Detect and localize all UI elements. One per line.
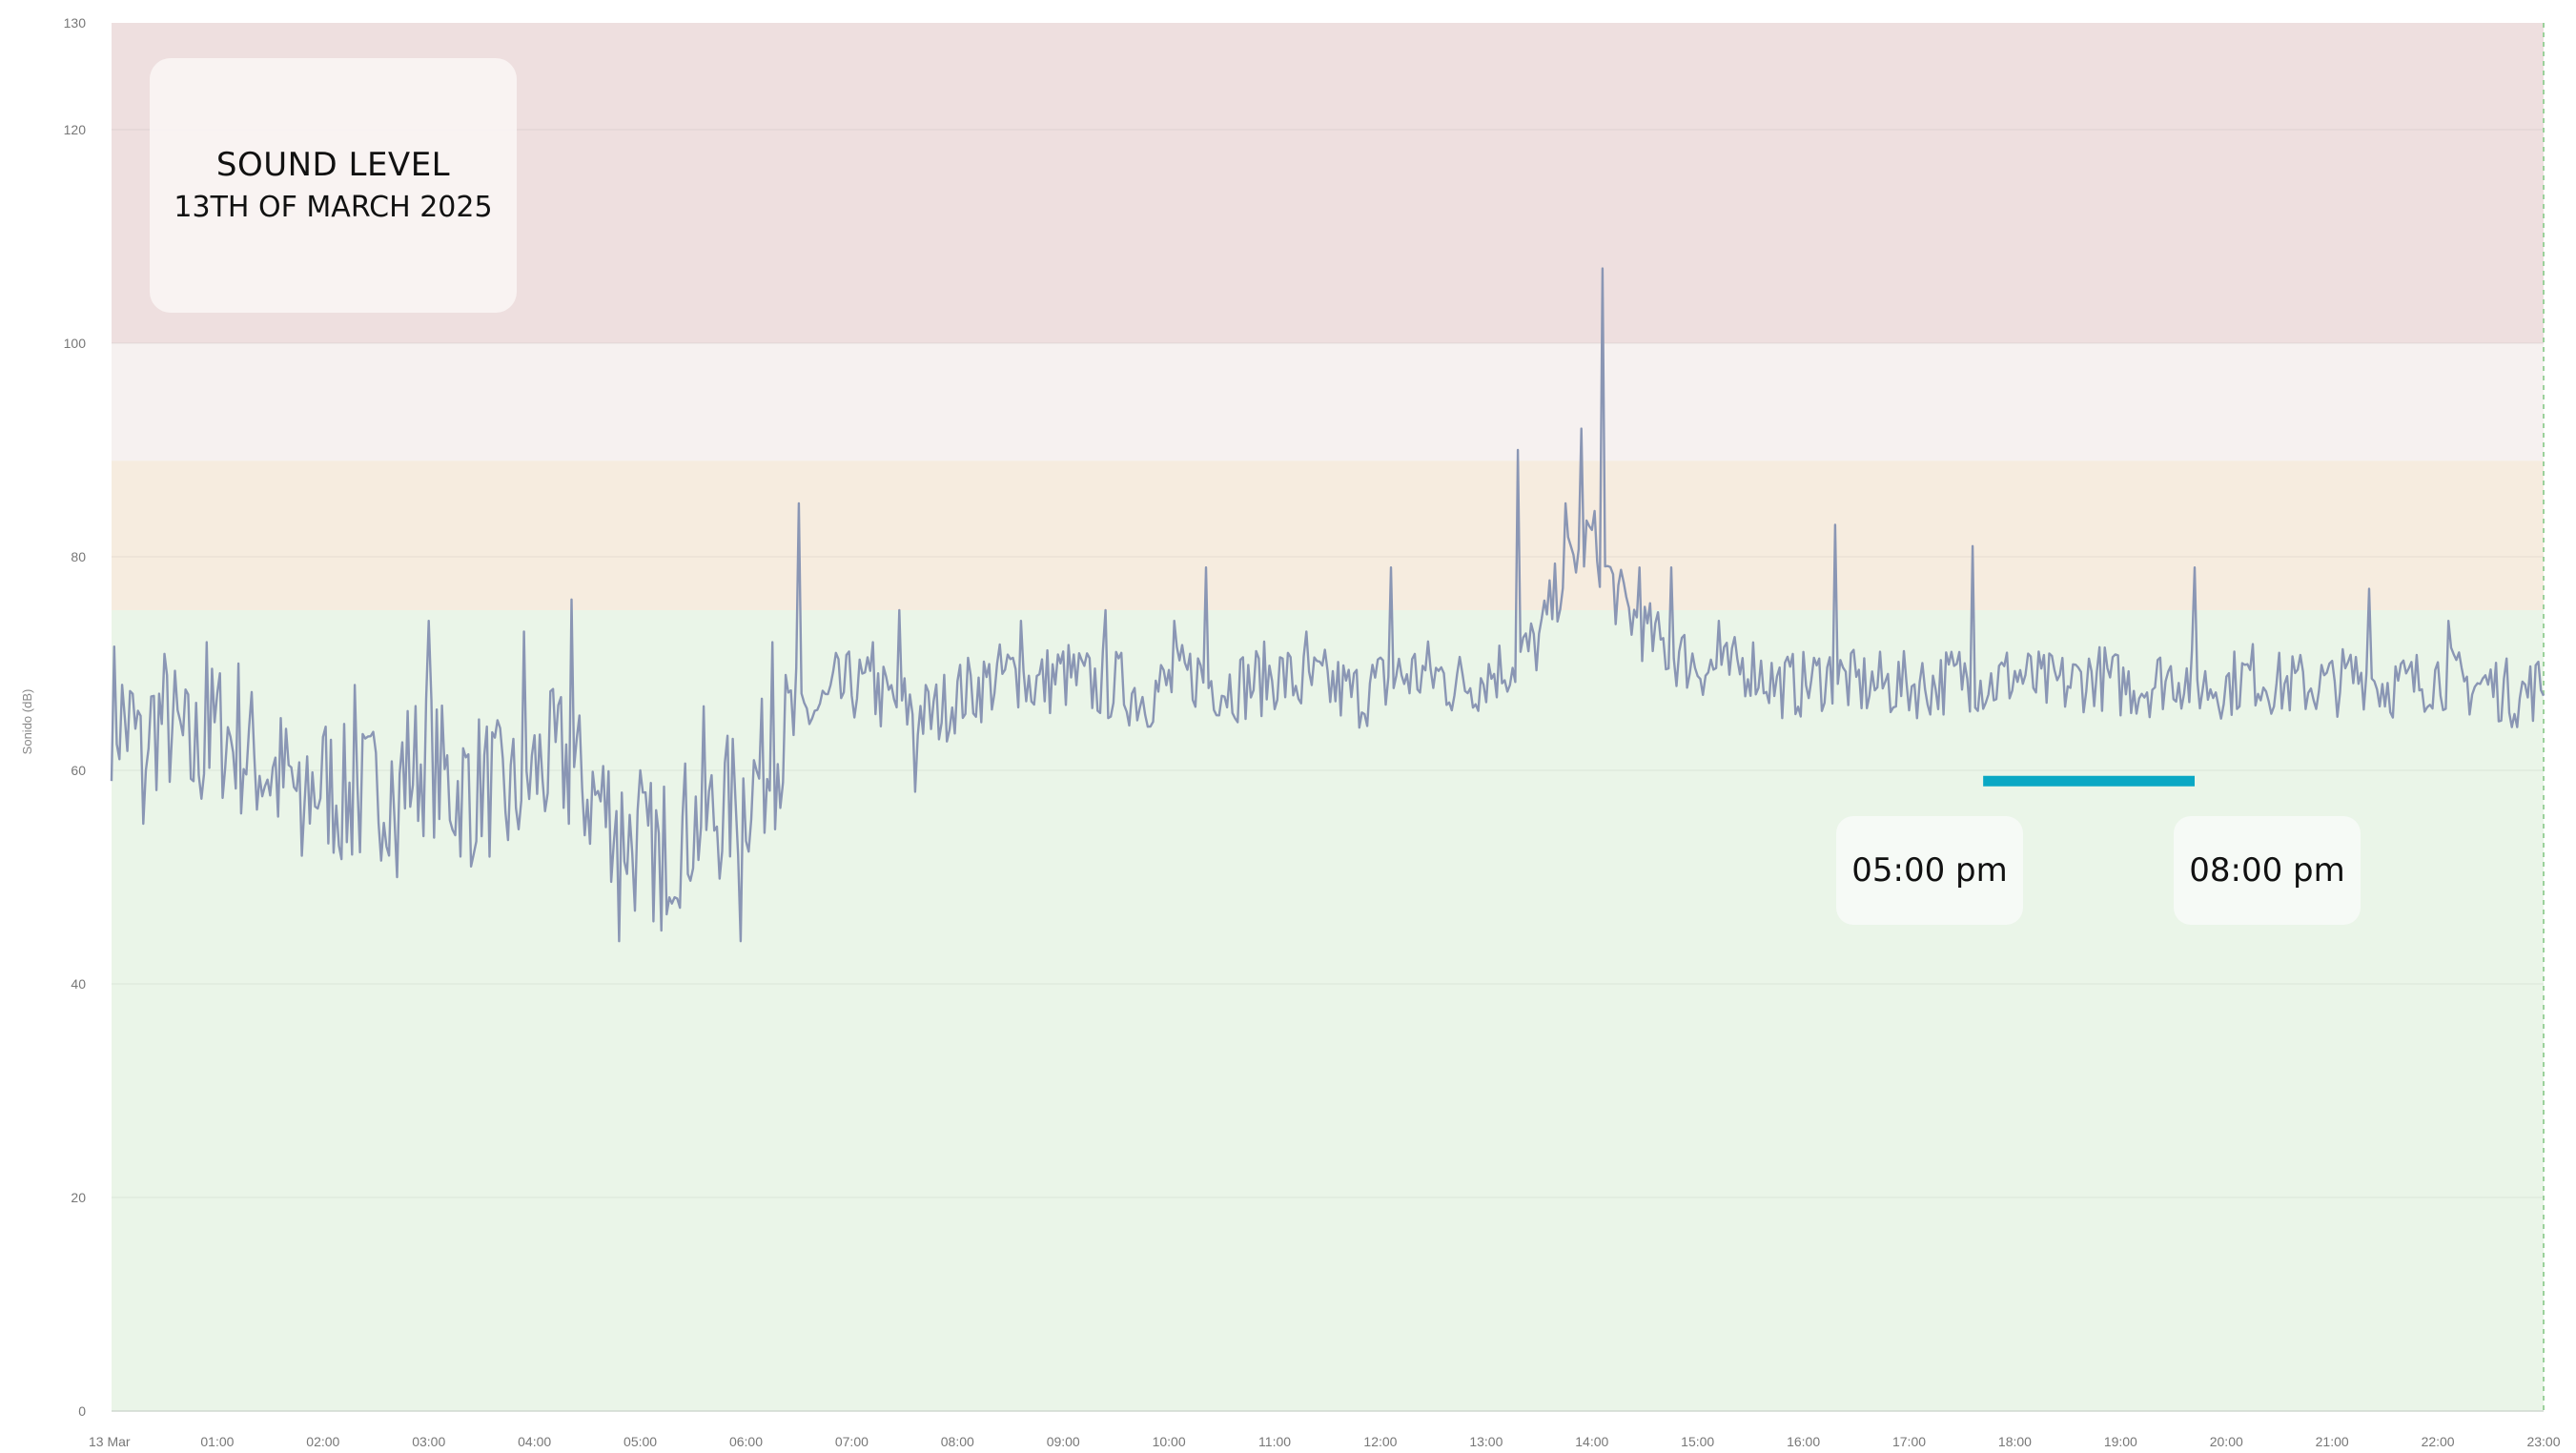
x-axis-ticks: 13 Mar 01:00 02:00 03:00 04:00 05:00 06:00 07:0… — [89, 1434, 2561, 1449]
x-tick-label: 20:00 — [2210, 1434, 2243, 1449]
y-tick-label: 60 — [71, 763, 86, 778]
y-tick-label: 20 — [71, 1190, 86, 1205]
x-tick-label: 08:00 — [941, 1434, 974, 1449]
y-axis-label: Sonido (dB) — [20, 689, 34, 755]
x-tick-label: 18:00 — [1998, 1434, 2032, 1449]
sound-level-line — [110, 267, 2545, 943]
threshold-band-3 — [112, 23, 2544, 343]
x-tick-label: 03:00 — [412, 1434, 445, 1449]
y-tick-label: 40 — [71, 976, 86, 992]
x-tick-label: 11:00 — [1258, 1434, 1291, 1449]
threshold-band-1 — [112, 460, 2544, 610]
x-tick-label: 16:00 — [1787, 1434, 1820, 1449]
x-tick-label: 13 Mar — [89, 1434, 131, 1449]
grid-lines — [112, 129, 2544, 1412]
x-tick-label: 22:00 — [2422, 1434, 2455, 1449]
x-tick-label: 04:00 — [518, 1434, 551, 1449]
window-start-label: 05:00 pm — [1836, 816, 2023, 925]
x-tick-label: 02:00 — [306, 1434, 339, 1449]
x-tick-label: 12:00 — [1363, 1434, 1397, 1449]
x-tick-label: 01:00 — [200, 1434, 234, 1449]
threshold-band-2 — [112, 343, 2544, 461]
y-tick-label: 130 — [64, 15, 87, 31]
chart-title: SOUND LEVEL — [215, 145, 451, 184]
y-tick-label: 100 — [64, 336, 87, 351]
x-tick-label: 07:00 — [835, 1434, 869, 1449]
chart-date: 13TH OF MARCH 2025 — [174, 190, 493, 224]
chart-title-card: SOUND LEVEL 13TH OF MARCH 2025 — [150, 58, 517, 313]
x-tick-label: 23:00 — [2526, 1434, 2560, 1449]
x-tick-label: 21:00 — [2316, 1434, 2349, 1449]
threshold-band-0 — [112, 610, 2544, 1411]
x-tick-label: 19:00 — [2104, 1434, 2137, 1449]
y-tick-label: 80 — [71, 549, 86, 564]
x-tick-label: 15:00 — [1681, 1434, 1714, 1449]
x-tick-label: 17:00 — [1892, 1434, 1926, 1449]
window-end-label: 08:00 pm — [2174, 816, 2361, 925]
y-tick-label: 120 — [64, 122, 87, 137]
x-tick-label: 05:00 — [624, 1434, 657, 1449]
threshold-bands — [112, 23, 2544, 1411]
x-tick-label: 06:00 — [729, 1434, 763, 1449]
x-tick-label: 13:00 — [1469, 1434, 1503, 1449]
y-tick-label: 0 — [78, 1403, 86, 1419]
x-tick-label: 14:00 — [1575, 1434, 1608, 1449]
x-tick-label: 09:00 — [1047, 1434, 1080, 1449]
y-axis-ticks: 0 20 40 60 80 100 120 130 — [64, 15, 87, 1419]
x-tick-label: 10:00 — [1153, 1434, 1186, 1449]
